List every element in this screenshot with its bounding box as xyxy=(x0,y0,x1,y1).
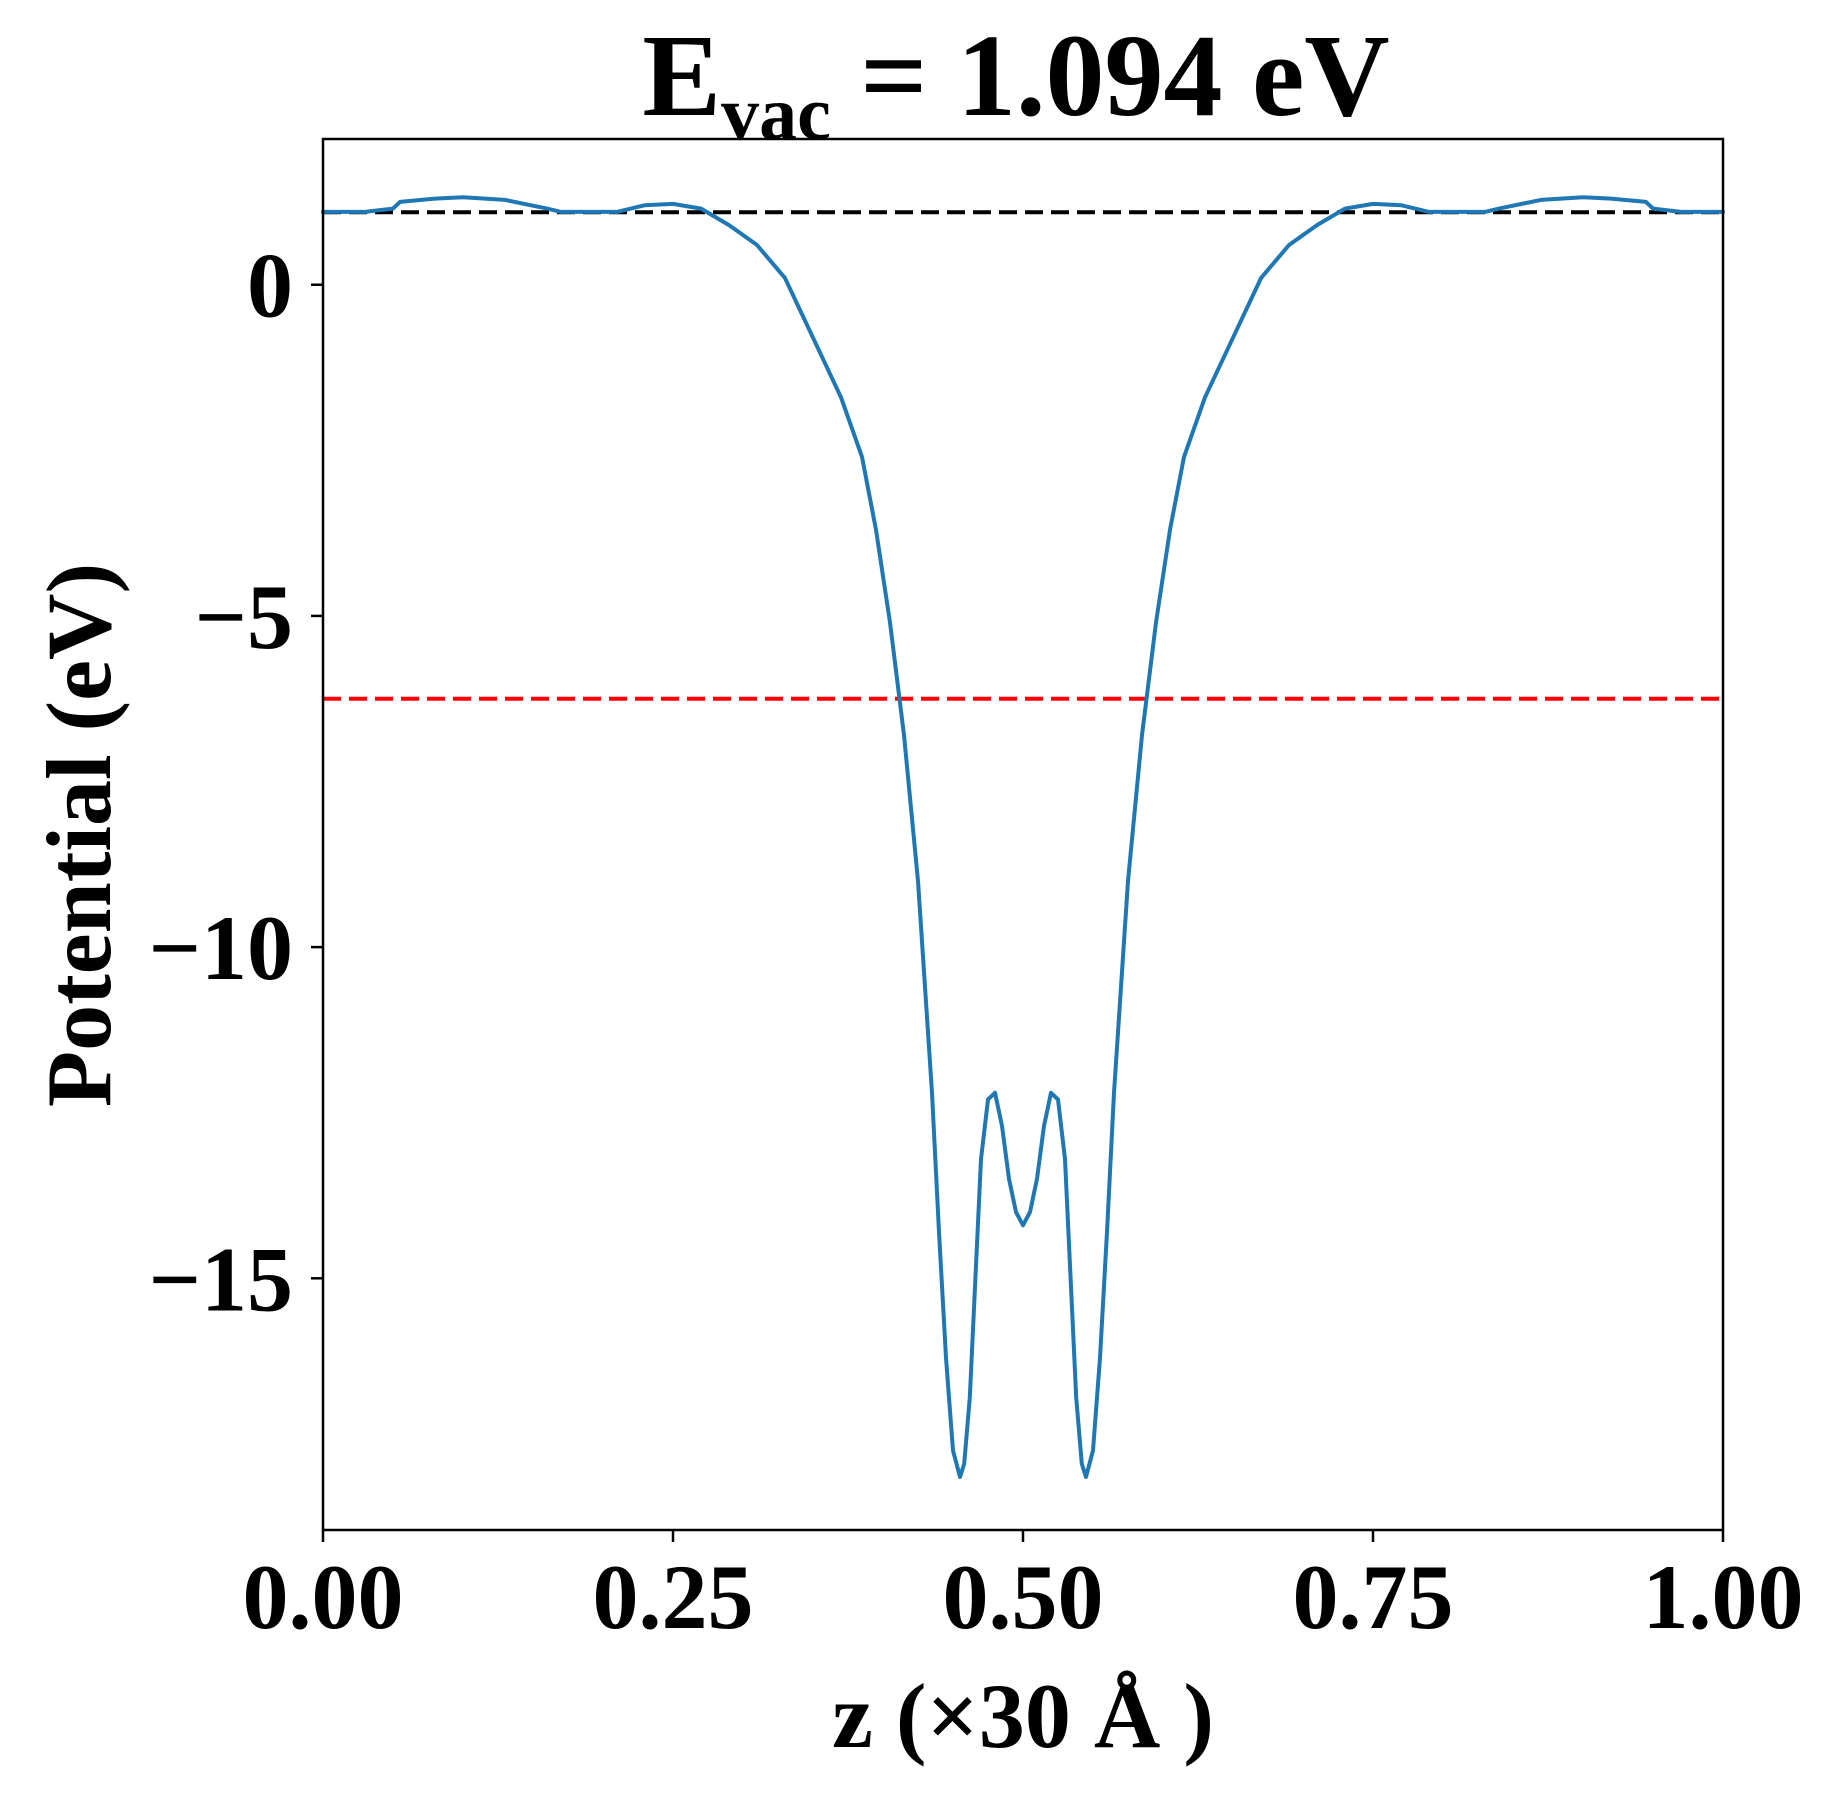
y-tick-label: −15 xyxy=(149,1228,293,1330)
x-axis-label: z (×30 Å ) xyxy=(832,1665,1214,1767)
x-axis: 0.00 0.25 0.50 0.75 1.00 xyxy=(243,1530,1804,1648)
series-line-0 xyxy=(321,195,1725,1479)
y-tick-label: −10 xyxy=(149,897,293,999)
x-tick-label: 0.00 xyxy=(243,1546,404,1648)
y-tick-label: −5 xyxy=(195,566,293,668)
chart-title-main: E xyxy=(642,10,721,141)
plot-frame xyxy=(321,137,1725,1532)
plot-area xyxy=(321,195,1725,1479)
x-tick-label: 0.75 xyxy=(1293,1546,1454,1648)
chart-title-rest: = 1.094 eV xyxy=(831,10,1390,141)
x-tick-label: 0.50 xyxy=(943,1546,1104,1648)
chart-title-subscript: vac xyxy=(721,72,831,156)
y-axis-label: Potential (eV) xyxy=(28,563,130,1107)
x-tick-label: 1.00 xyxy=(1643,1546,1804,1648)
chart-title: Evac = 1.094 eV xyxy=(642,10,1389,156)
y-tick-label: 0 xyxy=(247,235,293,337)
x-tick-label: 0.25 xyxy=(593,1546,754,1648)
y-axis: 0 −5 −10 −15 xyxy=(149,235,323,1330)
